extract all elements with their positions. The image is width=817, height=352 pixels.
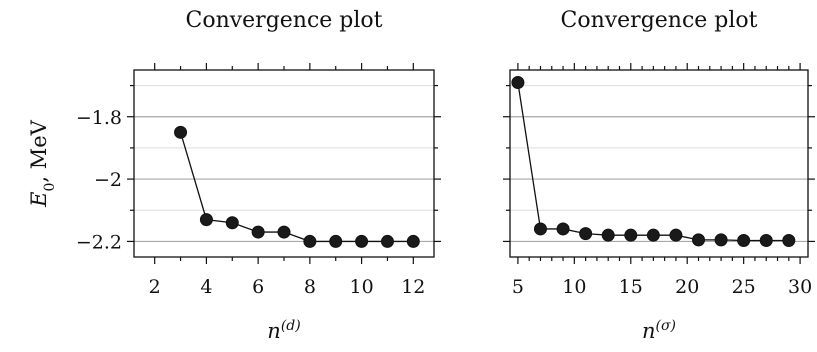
data-point xyxy=(601,228,615,242)
data-point xyxy=(406,234,420,248)
x-tick-label: 10 xyxy=(562,276,586,298)
y-tick-label: −2 xyxy=(94,169,122,191)
x-tick-label: 20 xyxy=(675,276,699,298)
data-point xyxy=(669,228,683,242)
chart-panel-1: −1.8 −2 −2.2 2 4 6 8 10 12 Convergence plot n(d) E0… xyxy=(27,8,441,343)
x-tick-label: 25 xyxy=(732,276,756,298)
data-point xyxy=(303,234,317,248)
data-point xyxy=(579,227,593,241)
plot-frame xyxy=(509,69,809,258)
data-point xyxy=(692,233,706,247)
data-point xyxy=(624,228,638,242)
x-tick-label: 4 xyxy=(200,276,212,298)
x-tick-label: 30 xyxy=(788,276,812,298)
x-axis-label: n(d) xyxy=(267,318,300,343)
data-point xyxy=(199,213,213,227)
chart-panel-2: 5 10 15 20 25 30 Convergence plot n(σ) xyxy=(503,8,815,343)
data-point xyxy=(782,233,796,247)
data-point xyxy=(737,233,751,247)
data-point xyxy=(174,125,188,139)
data-point xyxy=(277,225,291,239)
x-tick-label: 5 xyxy=(512,276,524,298)
y-axis-label: E0, MeV xyxy=(27,119,58,208)
x-tick-label: 12 xyxy=(401,276,425,298)
data-point xyxy=(355,234,369,248)
series-line xyxy=(517,82,789,242)
data-point xyxy=(714,233,728,247)
y-tick-label: −1.8 xyxy=(76,107,122,129)
data-point xyxy=(380,234,394,248)
data-point xyxy=(646,228,660,242)
data-point xyxy=(251,225,265,239)
data-point xyxy=(225,216,239,230)
plot-frame xyxy=(133,69,435,258)
data-point xyxy=(759,233,773,247)
x-axis-label: n(σ) xyxy=(642,318,676,343)
chart-title: Convergence plot xyxy=(560,8,757,33)
series-line xyxy=(179,132,414,243)
data-point xyxy=(511,75,525,89)
x-tick-label: 2 xyxy=(149,276,161,298)
x-tick-label: 15 xyxy=(619,276,643,298)
data-point xyxy=(556,222,570,236)
chart-title: Convergence plot xyxy=(185,8,382,33)
y-tick-label: −2.2 xyxy=(76,231,122,253)
data-point xyxy=(329,234,343,248)
x-tick-label: 10 xyxy=(349,276,373,298)
x-tick-label: 6 xyxy=(252,276,264,298)
x-tick-label: 8 xyxy=(304,276,316,298)
data-point xyxy=(533,222,547,236)
